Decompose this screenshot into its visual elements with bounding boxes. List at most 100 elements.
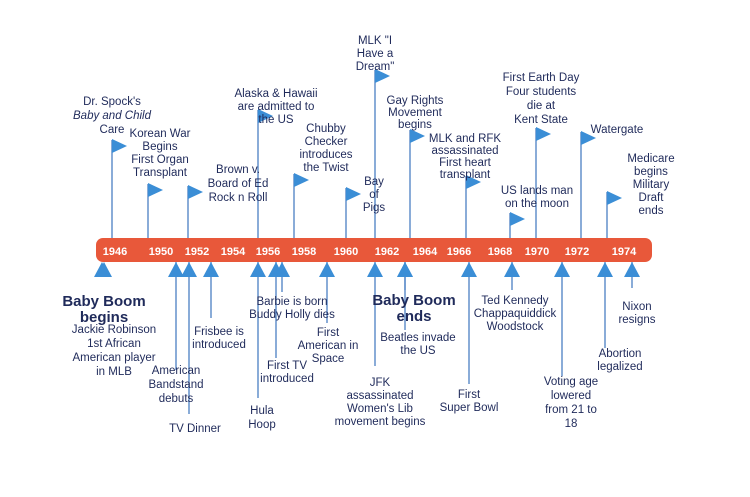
flag-marker-earth-day: [536, 127, 551, 141]
flag-marker-mlk-dream: [375, 69, 390, 83]
event-line: Bay: [364, 176, 384, 188]
event-label-watergate: Watergate: [591, 124, 644, 136]
year-label-1964: 1964: [413, 246, 438, 258]
event-line: introduced: [260, 373, 314, 385]
event-line: 18: [565, 418, 578, 430]
flag-marker-medicare: [607, 191, 622, 205]
event-line: American in: [298, 340, 359, 352]
year-label-1960: 1960: [334, 246, 358, 258]
event-line: Ted Kennedy: [481, 295, 548, 307]
event-line: introduces: [299, 149, 352, 161]
event-line: Alaska & Hawaii: [234, 88, 317, 100]
flag-marker-gay-rights: [410, 129, 425, 143]
event-line: Draft: [639, 192, 665, 204]
event-line: of: [369, 189, 379, 201]
triangle-marker-beatles: [397, 262, 413, 277]
event-label-gay-rights: Gay Rights Movement begins: [387, 95, 444, 131]
flag-marker-dr-spock: [112, 139, 127, 153]
event-label-super-bowl: First Super Bowl: [440, 389, 499, 414]
event-label-korean-war: Korean War Begins First Organ Transplant: [130, 128, 191, 179]
triangle-marker-american-in-space: [319, 262, 335, 277]
event-label-earth-day: First Earth Day Four students die at Kent S…: [503, 72, 580, 126]
event-line: begins: [398, 119, 432, 131]
event-line: Checker: [305, 136, 348, 148]
event-line: Transplant: [133, 167, 188, 179]
event-line: MLK and RFK: [429, 133, 502, 145]
event-line: Abortion: [599, 348, 642, 360]
year-label-1950: 1950: [149, 246, 173, 258]
event-line: Gay Rights: [387, 95, 444, 107]
event-line: Dream": [356, 61, 395, 73]
year-label-1962: 1962: [375, 246, 399, 258]
flag-marker-moon-landing: [510, 212, 525, 226]
event-label-dr-spock: Dr. Spock's Baby and Child Care: [73, 96, 152, 136]
event-line: Voting age: [544, 376, 598, 388]
event-label-voting-age: Voting age lowered from 21 to 18: [544, 376, 598, 430]
event-line: resigns: [618, 314, 655, 326]
event-label-american-bandstand: American Bandstand debuts: [149, 365, 204, 405]
event-label-mlk-dream: MLK "I Have a Dream": [356, 35, 395, 73]
event-line: Chubby: [306, 123, 346, 135]
event-label-first-tv: First TV introduced: [260, 360, 314, 385]
year-label-1968: 1968: [488, 246, 512, 258]
event-line: Military: [633, 179, 670, 191]
event-line: Korean War: [130, 128, 191, 140]
event-line: Four students: [506, 86, 577, 98]
event-line: First TV: [267, 360, 307, 372]
event-label-american-in-space: First American in Space: [298, 327, 359, 365]
triangle-marker-super-bowl: [461, 262, 477, 277]
event-line: ends: [396, 308, 431, 325]
triangle-marker-hula-hoop: [250, 262, 266, 277]
event-label-jackie-robinson: Jackie Robinson 1st African American playe…: [72, 324, 156, 378]
event-label-chubby-checker: Chubby Checker introduces the Twist: [299, 123, 352, 174]
triangle-marker-tv-dinner: [181, 262, 197, 277]
event-line: Movement: [388, 107, 442, 119]
event-line: begins: [634, 166, 668, 178]
event-line: American player: [72, 352, 155, 364]
flag-marker-brown-v-board: [188, 185, 203, 199]
event-line: Kent State: [514, 114, 568, 126]
event-line: First heart: [439, 157, 492, 169]
event-label-medicare: Medicare begins Military Draft ends: [627, 153, 674, 217]
event-line: Woodstock: [487, 321, 544, 333]
event-label-abortion: Abortion legalized: [597, 348, 642, 373]
event-line: First: [458, 389, 481, 401]
event-label-tv-dinner: TV Dinner: [169, 423, 221, 435]
event-line: transplant: [440, 169, 491, 181]
event-line: Begins: [142, 141, 177, 153]
event-line: Hula: [250, 405, 274, 417]
timeline-markers: [94, 69, 640, 277]
year-label-1974: 1974: [612, 246, 637, 258]
triangle-marker-frisbee: [203, 262, 219, 277]
event-label-woodstock: Ted Kennedy Chappaquiddick Woodstock: [474, 295, 557, 333]
event-line: Medicare: [627, 153, 674, 165]
event-line: MLK "I: [358, 35, 392, 47]
event-line: First: [317, 327, 340, 339]
event-line: lowered: [551, 390, 591, 402]
event-label-barbie: Barbie is born Buddy Holly dies: [249, 296, 335, 321]
triangle-marker-woodstock: [504, 262, 520, 277]
event-line: assassinated: [346, 390, 413, 402]
triangle-marker-jackie-robinson: [96, 262, 112, 277]
event-line: Nixon: [622, 301, 651, 313]
event-label-bay-of-pigs: Bay of Pigs: [363, 176, 386, 214]
event-line: TV Dinner: [169, 423, 221, 435]
triangle-marker-nixon: [624, 262, 640, 277]
event-line: American: [152, 365, 201, 377]
triangle-marker-jfk: [367, 262, 383, 277]
event-line: Chappaquiddick: [474, 308, 557, 320]
event-line: are admitted to: [238, 101, 315, 113]
event-line: on the moon: [505, 198, 569, 210]
event-line: begins: [80, 309, 128, 326]
event-line: First Earth Day: [503, 72, 580, 84]
event-line: US lands man: [501, 185, 573, 197]
year-label-1972: 1972: [565, 246, 589, 258]
year-label-1954: 1954: [221, 246, 246, 258]
event-label-beatles: Beatles invade the US: [380, 332, 455, 357]
event-line: Pigs: [363, 202, 386, 214]
event-line: Care: [100, 124, 125, 136]
flag-marker-alaska-hawaii: [258, 109, 273, 123]
event-line: Baby Boom: [372, 292, 455, 309]
event-label-mlk-rfk: MLK and RFK assassinated First heart transp…: [429, 133, 502, 181]
